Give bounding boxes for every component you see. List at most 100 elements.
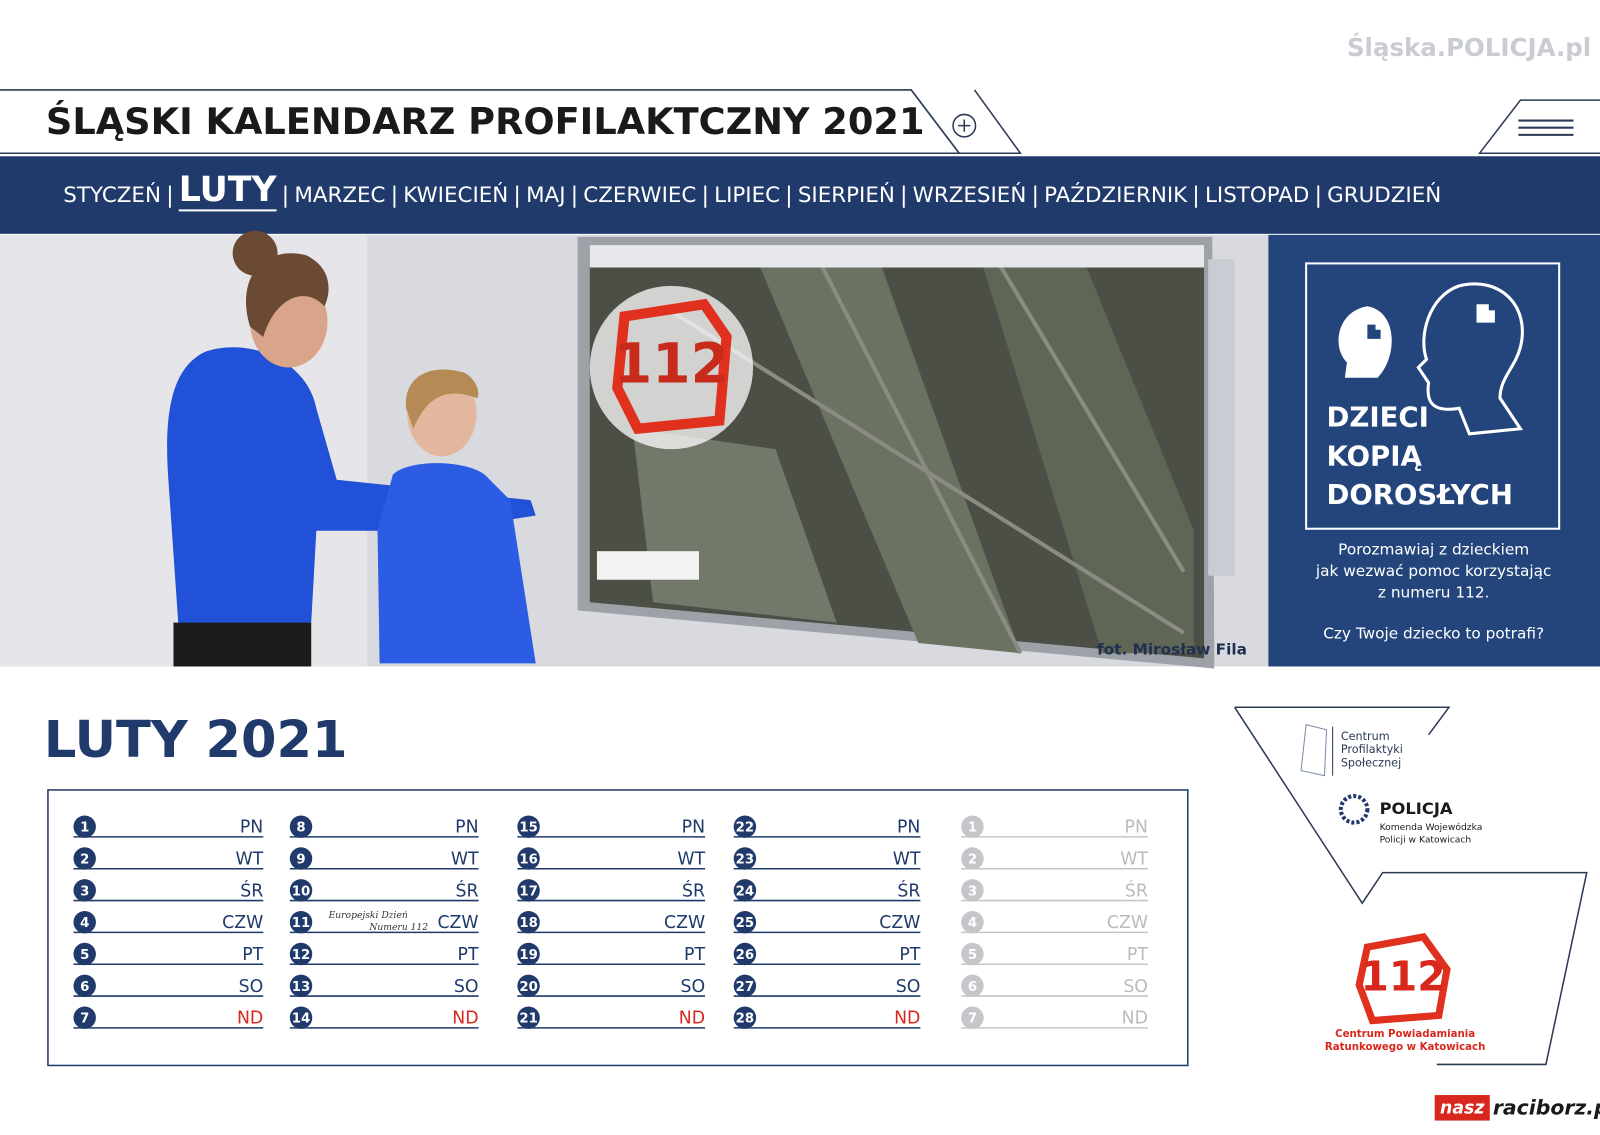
map-patch [979, 255, 1194, 654]
screen-sidebar [1208, 259, 1235, 576]
expand-plus[interactable] [958, 119, 971, 132]
cps-map [1300, 724, 1328, 777]
day-number: 23 [736, 853, 754, 868]
logo-frame [612, 298, 732, 435]
weekday: PN [240, 818, 263, 838]
day-badge [289, 942, 313, 966]
footer-site: raciborz.pl [1493, 1095, 1600, 1119]
day-number: 24 [736, 884, 754, 899]
weekday: WT [893, 850, 921, 870]
map-patch [755, 255, 1021, 654]
weekday: SO [1123, 977, 1148, 997]
nav-month[interactable]: MARZEC [294, 183, 385, 208]
nav-separator: | [391, 183, 399, 209]
weekday: ND [1122, 1009, 1148, 1029]
weekday: CZW [879, 913, 920, 933]
nav-band [0, 156, 1600, 234]
weekday: PT [458, 945, 479, 965]
day-number: 5 [968, 948, 977, 963]
promo-headline: KOPIĄ [1327, 440, 1423, 472]
day-number: 7 [80, 1012, 89, 1027]
weekday: SO [454, 977, 479, 997]
expand-icon[interactable] [952, 113, 977, 138]
nav-month[interactable]: MAJ [526, 183, 565, 208]
nav-month[interactable]: LIPIEC [714, 183, 780, 208]
weekday: CZW [1107, 913, 1148, 933]
weekday: PT [684, 945, 705, 965]
day-badge [517, 910, 540, 934]
day-badge [733, 815, 757, 838]
day-note: Numeru 112 [368, 922, 428, 933]
cpr-logo: 112 [1360, 953, 1445, 1001]
day-badge [73, 974, 96, 998]
promo-headline: DZIECI [1327, 402, 1429, 434]
promo-body: Porozmawiaj z dzieckiem [1338, 541, 1529, 559]
nav-separator: | [1031, 183, 1039, 209]
day-badge [961, 1006, 984, 1029]
nav-separator: | [166, 183, 174, 209]
day-number: 7 [968, 1012, 977, 1027]
weekday: PN [455, 818, 478, 838]
menu-button[interactable] [1518, 119, 1574, 136]
day-number: 21 [519, 1012, 537, 1027]
header-tab [910, 89, 1022, 154]
day-note: Europejski Dzień [328, 910, 408, 921]
child-head [1338, 306, 1392, 378]
day-badge [289, 879, 313, 902]
weekday: ŚR [897, 879, 920, 901]
calendar-box [47, 789, 1189, 1067]
footer-prefix: nasz [1440, 1098, 1485, 1118]
day-number: 28 [736, 1012, 754, 1027]
nav-month[interactable]: STYCZEŃ [63, 182, 161, 208]
weekday: ND [679, 1009, 705, 1029]
weekday: SO [896, 977, 921, 997]
woman-legs [173, 622, 312, 667]
nav-separator: | [1192, 183, 1200, 209]
weekday: CZW [437, 913, 478, 933]
nav-month[interactable]: LUTY [179, 170, 278, 210]
day-badge [961, 942, 984, 966]
nav-month[interactable]: GRUDZIEŃ [1327, 182, 1441, 208]
day-badge [517, 879, 540, 902]
nav-separator: | [900, 183, 908, 209]
weekday: PT [899, 945, 920, 965]
day-badge [289, 815, 313, 838]
day-number: 6 [80, 980, 89, 995]
day-number: 11 [292, 916, 310, 931]
cpr-frame [1355, 932, 1451, 1025]
day-number: 15 [519, 821, 537, 836]
day-badge [73, 847, 96, 870]
day-badge [961, 847, 984, 870]
menu-tab [1478, 99, 1600, 154]
nav-separator: | [701, 183, 709, 209]
screen-badges [596, 551, 699, 580]
weekday: ŚR [1125, 879, 1148, 901]
nav-month[interactable]: KWIECIEŃ [403, 182, 508, 208]
menu-icon[interactable] [1518, 119, 1574, 136]
weekday: ŚR [682, 879, 705, 901]
nav-month[interactable]: PAŹDZIERNIK [1044, 182, 1188, 208]
month-nav: STYCZEŃ | LUTY | MARZEC | KWIECIEŃ | MAJ | CZERWIE… [63, 170, 1441, 212]
weekday: WT [236, 850, 264, 870]
day-badge [73, 815, 96, 838]
nav-month[interactable]: SIERPIEŃ [798, 182, 895, 208]
weekday: ŚR [240, 879, 263, 901]
day-number: 25 [736, 916, 754, 931]
day-badge [961, 974, 984, 998]
expand-button[interactable] [952, 113, 977, 138]
promo-headline: DOROSŁYCH [1327, 479, 1513, 511]
weekday: CZW [222, 913, 263, 933]
day-number: 2 [968, 853, 977, 868]
day-badge [961, 910, 984, 934]
nav-month[interactable]: CZERWIEC [583, 183, 696, 208]
promo-panel [1268, 234, 1600, 667]
nav-month[interactable]: WRZESIEŃ [913, 182, 1027, 208]
day-number: 1 [80, 821, 89, 836]
weekday: ND [452, 1009, 478, 1029]
nav-month[interactable]: LISTOPAD [1205, 183, 1309, 208]
woman-body [167, 347, 536, 628]
day-badge [733, 879, 757, 902]
cps-name: Profilaktyki [1341, 743, 1403, 756]
day-badge [289, 910, 313, 934]
